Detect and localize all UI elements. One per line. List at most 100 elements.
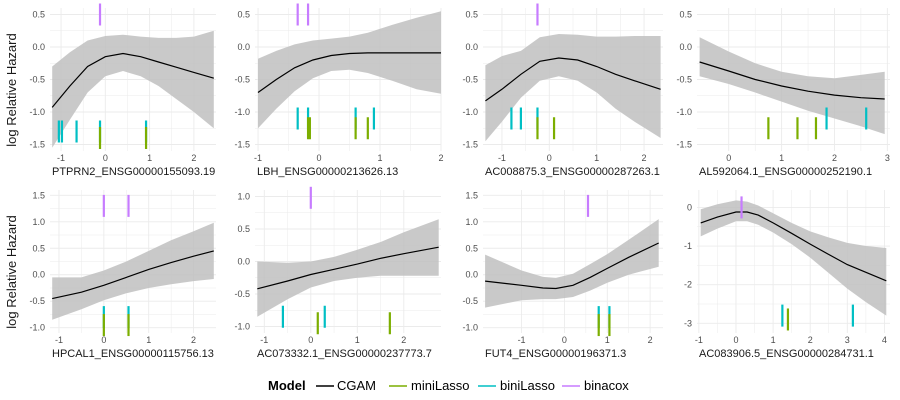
x-tick-label: 1 — [771, 335, 776, 345]
y-tick-label: -0.5 — [462, 75, 478, 85]
x-tick-label: 1 — [146, 335, 151, 345]
legend-label-binacox: binacox — [584, 378, 629, 393]
x-tick-label: 3 — [845, 335, 850, 345]
x-axis-label: FUT4_ENSG00000196371.3 — [485, 348, 626, 360]
panel-8: -1 0 1 2 3 4 -3 -2 -1 0 AC083906.5_ENSG00000284731… — [684, 190, 890, 360]
confidence-band — [258, 11, 441, 129]
y-tick-label: -1.0 — [234, 107, 250, 117]
confidence-band — [257, 219, 439, 317]
y-axis-label-bottom: log Relative Hazard — [4, 215, 19, 328]
x-tick-label: 1 — [779, 153, 784, 163]
confidence-band — [485, 219, 659, 308]
y-tick-label: 1.0 — [32, 217, 45, 227]
y-tick-label: -2 — [684, 280, 692, 290]
x-tick-label: -1 — [55, 335, 63, 345]
y-tick-label: -1.0 — [234, 322, 250, 332]
y-tick-label: 1.0 — [465, 217, 478, 227]
x-tick-label: 0 — [733, 335, 738, 345]
confidence-band — [699, 37, 885, 135]
y-tick-label: -1 — [684, 241, 692, 251]
x-tick-label: 3 — [885, 153, 890, 163]
y-tick-label: 0.0 — [32, 270, 45, 280]
x-tick-label: 1 — [378, 153, 383, 163]
y-tick-label: -1.0 — [29, 323, 45, 333]
y-tick-label: 1.5 — [32, 190, 45, 200]
y-tick-label: -1.0 — [462, 323, 478, 333]
x-tick-label: 0 — [317, 153, 322, 163]
confidence-band — [700, 200, 887, 316]
x-axis-label: PTPRN2_ENSG00000155093.19 — [52, 166, 215, 178]
x-tick-label: 0 — [101, 335, 106, 345]
x-tick-label: 0 — [562, 335, 567, 345]
x-tick-label: 1 — [147, 153, 152, 163]
x-axis-label: AC008875.3_ENSG00000287263.1 — [485, 166, 660, 178]
x-tick-label: 2 — [808, 335, 813, 345]
y-tick-label: 0.5 — [465, 10, 478, 20]
x-tick-label: 2 — [648, 335, 653, 345]
x-tick-label: 4 — [882, 335, 887, 345]
panel-7: -1 0 1 2 -1.0 -0.5 0.0 0.5 1.0 1.5 FUT4_ENSG000001… — [462, 190, 663, 360]
x-tick-label: 1 — [594, 153, 599, 163]
y-tick-label: 1.5 — [465, 190, 478, 200]
panel-1: -1 0 1 2 -1.5 -1.0 -0.5 0.0 0.5 PTPRN2_ENSG000001… — [29, 3, 216, 178]
y-tick-label: -1.5 — [676, 140, 692, 150]
x-tick-label: 0 — [726, 153, 731, 163]
confidence-band — [485, 34, 661, 142]
y-tick-label: -1.0 — [676, 107, 692, 117]
panel-5: -1 0 1 2 -1.0 -0.5 0.0 0.5 1.0 1.5 HPCAL1_ENSG0000… — [29, 190, 216, 360]
y-axis-label-top: log Relative Hazard — [4, 33, 19, 146]
panel-2: -1 0 1 2 -1.5 -1.0 -0.5 0.0 0.5 LBH_ENSG000002136… — [234, 3, 444, 178]
cgam-curve — [700, 211, 887, 282]
y-tick-label: 0.0 — [237, 257, 250, 267]
facet-panels: -1 0 1 2 -1.5 -1.0 -0.5 0.0 0.5 PTPRN2_ENSG000001… — [29, 3, 890, 360]
cgam-curve — [257, 52, 441, 93]
x-axis-label: AL592064.1_ENSG00000252190.1 — [699, 166, 872, 178]
x-tick-label: 0 — [547, 153, 552, 163]
y-tick-label: -0.5 — [29, 296, 45, 306]
x-axis-label: HPCAL1_ENSG00000115756.13 — [52, 348, 214, 360]
x-tick-label: 0 — [308, 335, 313, 345]
x-axis-label: AC073332.1_ENSG00000237773.7 — [257, 348, 432, 360]
y-tick-label: 0.0 — [32, 42, 45, 52]
y-tick-label: -1.5 — [462, 140, 478, 150]
y-tick-label: -1.0 — [29, 107, 45, 117]
x-tick-label: 2 — [642, 153, 647, 163]
y-tick-label: 0.5 — [679, 10, 692, 20]
y-tick-label: 0.5 — [32, 243, 45, 253]
x-tick-label: 2 — [832, 153, 837, 163]
panel-4: 0 1 2 3 -1.5 -1.0 -0.5 0.0 0.5 AL592064.1_ENSG000… — [676, 8, 890, 178]
cgam-curve — [699, 61, 885, 100]
x-tick-label: -1 — [498, 153, 506, 163]
cgam-curve — [257, 246, 439, 290]
cgam-curve — [485, 57, 661, 102]
cgam-curve — [485, 242, 659, 290]
cgam-curve — [51, 52, 214, 108]
x-tick-label: -1 — [254, 153, 262, 163]
x-axis-label: AC083906.5_ENSG00000284731.1 — [699, 348, 874, 360]
y-tick-label: -3 — [684, 318, 692, 328]
x-tick-label: 1 — [355, 335, 360, 345]
y-tick-label: -0.5 — [29, 75, 45, 85]
legend-label-cgam: CGAM — [337, 378, 376, 393]
confidence-band — [52, 30, 214, 148]
confidence-band — [52, 222, 214, 320]
x-tick-label: 2 — [438, 153, 443, 163]
x-tick-label: -1 — [695, 335, 703, 345]
y-tick-label: 0.5 — [237, 224, 250, 234]
y-tick-label: -0.5 — [234, 289, 250, 299]
y-tick-label: 0.5 — [237, 10, 250, 20]
y-tick-label: -1.5 — [29, 140, 45, 150]
y-tick-label: -1.5 — [234, 140, 250, 150]
y-tick-label: 0.0 — [237, 42, 250, 52]
x-tick-label: 2 — [401, 335, 406, 345]
y-tick-label: 0.0 — [679, 42, 692, 52]
y-tick-label: 0.0 — [465, 270, 478, 280]
x-tick-label: -1 — [260, 335, 268, 345]
legend-title: Model — [268, 378, 306, 393]
panel-3: -1 0 1 2 -1.5 -1.0 -0.5 0.0 0.5 AC008875.3_ENSG00… — [462, 3, 663, 178]
panel-6: -1 0 1 2 -1.0 -0.5 0.0 0.5 1.0 AC073332.1_ENSG000… — [234, 186, 441, 360]
y-tick-label: 0.5 — [32, 10, 45, 20]
y-tick-label: -1.0 — [462, 107, 478, 117]
cgam-curve — [52, 250, 214, 300]
